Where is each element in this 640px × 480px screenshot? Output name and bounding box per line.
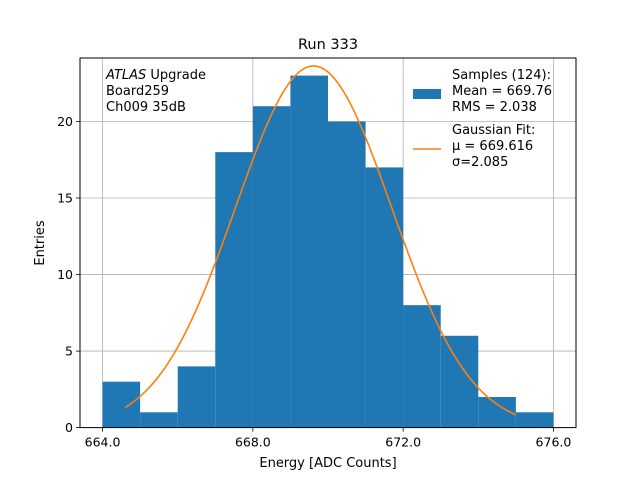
histogram-bar — [515, 412, 554, 428]
histogram-bar — [177, 366, 216, 428]
histogram-bar — [290, 75, 328, 428]
annotation-text: Upgrade — [146, 68, 206, 83]
legend-text: Mean = 669.76 — [452, 84, 552, 99]
x-axis-label: Energy [ADC Counts] — [259, 456, 396, 471]
histogram-bar — [215, 152, 253, 428]
legend: Samples (124): Mean = 669.76 RMS = 2.038… — [413, 68, 552, 170]
x-axis-ticks: 664.0 668.0 672.0 676.0 — [85, 427, 572, 450]
gaussian-fit-line — [124, 65, 517, 416]
y-tick-label: 5 — [65, 344, 73, 359]
annotation-text: Ch009 35dB — [106, 100, 186, 115]
y-tick-label: 10 — [57, 267, 73, 282]
histogram-bar — [328, 121, 366, 428]
legend-patch-samples — [413, 89, 441, 99]
legend-text: RMS = 2.038 — [452, 100, 537, 115]
histogram-bars — [102, 75, 554, 428]
annotation-line: Ch009 35dB — [106, 100, 186, 115]
x-tick-label: 676.0 — [536, 435, 572, 450]
y-tick-label: 0 — [65, 420, 73, 435]
annotation-text: Board259 — [106, 84, 169, 99]
y-axis-ticks: 0 5 10 15 20 — [57, 114, 80, 435]
y-tick-label: 20 — [57, 114, 73, 129]
histogram-bar — [140, 412, 178, 428]
annotation-line: ATLAS Upgrade — [105, 68, 206, 83]
axes-frame — [79, 57, 577, 429]
legend-text: μ = 669.616 — [452, 139, 533, 154]
histogram-bar — [102, 381, 141, 428]
histogram-bar — [252, 106, 291, 428]
atlas-annotation: ATLAS Upgrade Board259 Ch009 35dB — [105, 68, 206, 115]
y-axis-label: Entries — [33, 220, 48, 266]
histogram-bar — [403, 305, 441, 428]
annotation-line: Board259 — [106, 84, 169, 99]
legend-text: Samples (124): — [452, 68, 551, 83]
annotation-italic: ATLAS — [105, 68, 146, 83]
y-tick-label: 15 — [57, 191, 73, 206]
x-tick-label: 668.0 — [235, 435, 271, 450]
x-tick-label: 664.0 — [85, 435, 121, 450]
chart-title: Run 333 — [298, 37, 358, 53]
legend-text: σ=2.085 — [452, 155, 508, 170]
legend-text: Gaussian Fit: — [452, 123, 535, 138]
x-tick-label: 672.0 — [385, 435, 421, 450]
histogram-bar — [365, 167, 404, 428]
